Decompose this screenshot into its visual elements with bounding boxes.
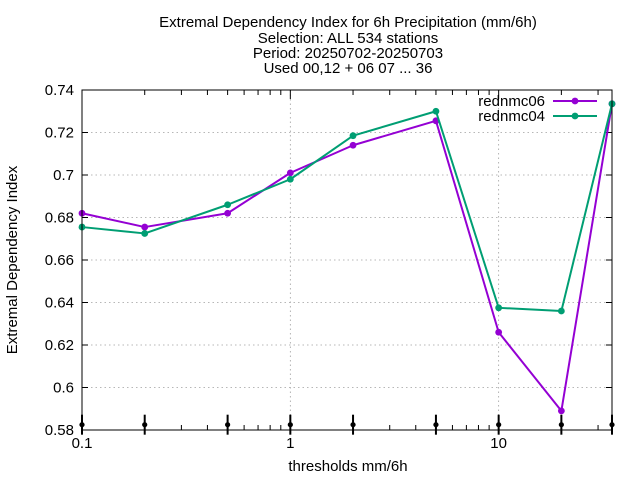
point-rednmc06 (349, 141, 357, 149)
title-line-4: Used 00,12 + 06 07 ... 36 (264, 60, 433, 77)
point-rednmc04 (432, 107, 440, 115)
y-tick-label: 0.74 (45, 82, 74, 99)
y-axis-ticks: 0.58 0.6 0.62 0.64 0.66 0.68 0.7 0.72 0.74 (45, 82, 612, 439)
series-group (78, 100, 616, 415)
point-rednmc06 (141, 223, 149, 231)
y-tick-label: 0.7 (53, 167, 74, 184)
point-rednmc04 (224, 201, 232, 209)
title-line-1: Extremal Dependency Index for 6h Precipi… (159, 14, 537, 31)
sample-markers (79, 414, 615, 435)
point-rednmc06 (224, 209, 232, 217)
sample-marker-dot (225, 422, 231, 428)
x-axis-ticks: 0.1 1 10 (72, 90, 599, 452)
title-line-2: Selection: ALL 534 stations (258, 30, 438, 47)
point-rednmc04 (349, 132, 357, 140)
grid (82, 90, 612, 430)
point-rednmc04 (495, 304, 503, 312)
x-tick-label: 0.1 (72, 435, 93, 452)
sample-marker-dot (558, 422, 564, 428)
chart-title: Extremal Dependency Index for 6h Precipi… (159, 14, 537, 77)
y-tick-label: 0.64 (45, 295, 74, 312)
sample-marker-dot (433, 422, 439, 428)
y-tick-label: 0.72 (45, 125, 74, 142)
series-line-rednmc04 (81, 103, 613, 312)
point-rednmc06 (286, 169, 294, 177)
y-tick-label: 0.62 (45, 337, 74, 354)
point-rednmc06 (495, 328, 503, 336)
y-tick-label: 0.68 (45, 210, 74, 227)
legend-marker-rednmc06 (571, 97, 579, 105)
sample-marker-dot (350, 422, 356, 428)
y-tick-label: 0.66 (45, 252, 74, 269)
sample-marker-dot (287, 422, 293, 428)
sample-marker-dot (142, 422, 148, 428)
legend-label-rednmc06: rednmc06 (478, 93, 545, 110)
x-tick-label: 1 (286, 435, 294, 452)
x-tick-label: 10 (490, 435, 507, 452)
title-line-3: Period: 20250702-20250703 (253, 45, 443, 62)
y-axis-label: Extremal Dependency Index (4, 165, 21, 354)
point-rednmc04 (557, 307, 565, 315)
y-tick-label: 0.58 (45, 422, 74, 439)
point-rednmc04 (141, 230, 149, 237)
sample-marker-dot (496, 422, 502, 428)
legend-label-rednmc04: rednmc04 (478, 108, 545, 125)
series-line-rednmc06 (81, 103, 613, 412)
point-rednmc04 (286, 175, 294, 183)
x-axis-label: thresholds mm/6h (288, 458, 407, 475)
plot-frame (81, 89, 613, 431)
legend-marker-rednmc04 (571, 112, 579, 120)
point-rednmc06 (557, 407, 565, 415)
y-tick-label: 0.6 (53, 380, 74, 397)
